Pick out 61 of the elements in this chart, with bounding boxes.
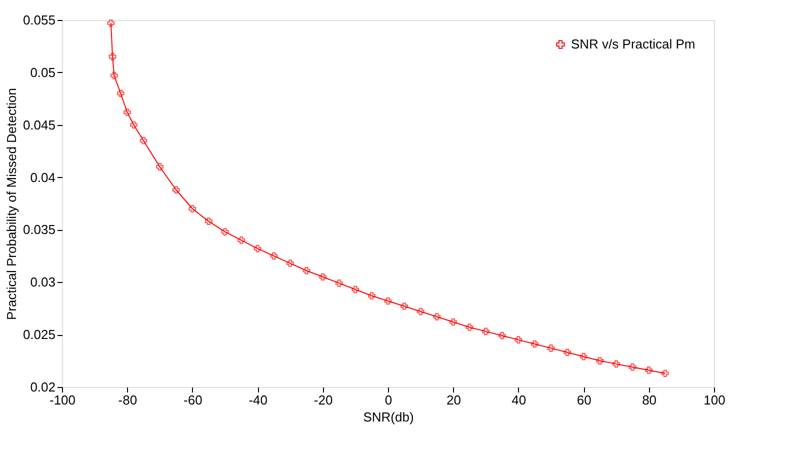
point — [156, 163, 164, 170]
point — [302, 266, 310, 274]
point — [433, 313, 441, 320]
point — [547, 344, 555, 352]
x-tick-label: 60 — [576, 392, 592, 408]
point — [482, 328, 490, 336]
point — [335, 280, 343, 287]
x-tick-label: -80 — [118, 392, 138, 408]
point — [270, 252, 278, 260]
y-tick-label: 0.035 — [22, 222, 56, 238]
point — [188, 205, 196, 212]
point — [564, 348, 571, 356]
point — [596, 357, 604, 364]
point — [238, 236, 245, 244]
point — [140, 136, 148, 144]
point — [384, 297, 392, 305]
x-tick-label: 80 — [642, 392, 657, 408]
point — [124, 108, 131, 116]
point — [416, 308, 424, 316]
point — [221, 228, 229, 236]
point — [117, 90, 124, 98]
x-tick-label: -100 — [49, 392, 76, 408]
point — [531, 340, 538, 348]
y-tick-label: 0.045 — [22, 117, 56, 132]
point — [628, 363, 636, 371]
point — [108, 53, 116, 60]
point — [514, 336, 522, 344]
point — [400, 302, 408, 310]
y-tick-label: 0.025 — [22, 327, 56, 342]
x-tick-label: -40 — [248, 392, 268, 408]
point — [254, 244, 262, 252]
point — [498, 332, 506, 340]
point — [110, 72, 118, 80]
y-tick-label: 0.02 — [30, 380, 56, 394]
y-tick-label: 0.03 — [30, 274, 56, 290]
point — [645, 366, 652, 374]
x-tick-label: -20 — [314, 392, 333, 408]
point — [352, 286, 360, 294]
x-tick-label: -60 — [184, 392, 202, 408]
point — [450, 318, 457, 326]
point — [205, 218, 212, 225]
point — [466, 324, 474, 331]
x-axis-title: SNR(db) — [363, 410, 414, 424]
y-axis-title: Practical Probability of Missed Detection — [4, 88, 19, 320]
point — [580, 352, 588, 360]
point — [319, 273, 326, 281]
point — [612, 360, 620, 368]
y-tick-label: 0.055 — [22, 12, 56, 28]
x-tick-label: 100 — [704, 392, 726, 408]
x-tick-label: 0 — [384, 392, 392, 408]
x-tick-label: 20 — [446, 392, 461, 408]
y-tick-label: 0.05 — [30, 64, 56, 80]
point — [286, 260, 294, 267]
point — [130, 121, 138, 129]
y-tick-label: 0.04 — [30, 170, 56, 185]
point — [172, 186, 180, 194]
point — [107, 19, 115, 27]
legend-label: SNR v/s Practical Pm — [571, 36, 696, 52]
x-tick-label: 40 — [512, 392, 526, 408]
point — [661, 370, 669, 378]
point — [368, 292, 376, 300]
